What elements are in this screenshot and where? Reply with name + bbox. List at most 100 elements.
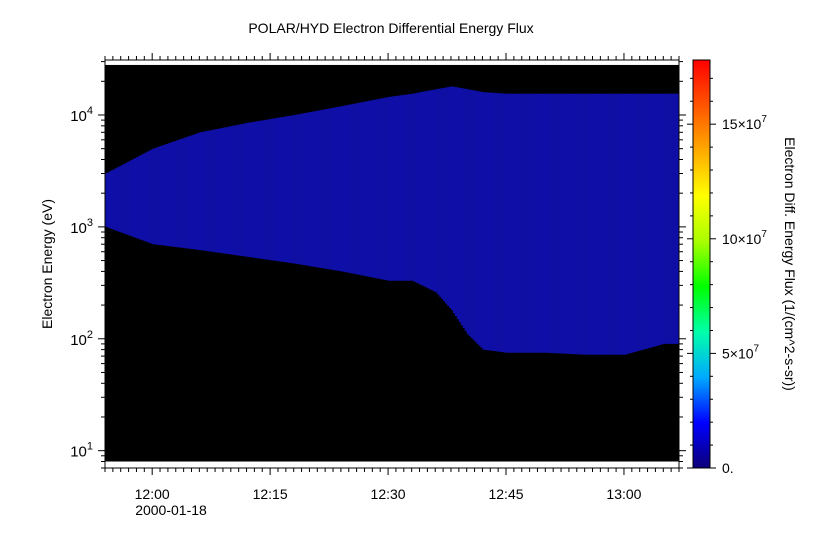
flux-column <box>431 89 434 291</box>
colorbar-tick-label: 5×107 <box>722 343 760 361</box>
flux-column <box>405 94 408 281</box>
flux-column <box>427 90 430 289</box>
flux-column <box>531 93 534 353</box>
flux-column <box>187 136 190 249</box>
flux-column <box>529 93 532 353</box>
flux-column <box>236 124 239 256</box>
flux-column <box>246 122 249 257</box>
flux-column <box>429 90 432 290</box>
flux-column <box>476 91 479 344</box>
flux-column <box>623 93 627 355</box>
flux-column <box>136 156 139 239</box>
flux-column <box>621 93 625 355</box>
date-label: 2000-01-18 <box>135 502 207 518</box>
flux-column <box>413 93 416 282</box>
flux-column <box>124 163 127 235</box>
flux-column <box>224 127 228 254</box>
flux-column <box>191 135 194 250</box>
flux-column <box>466 89 469 335</box>
flux-column <box>474 90 477 342</box>
flux-column <box>189 135 192 249</box>
flux-column <box>126 162 129 235</box>
flux-column <box>582 93 585 355</box>
flux-column <box>523 93 526 353</box>
flux-column <box>435 89 438 293</box>
flux-column <box>533 93 536 353</box>
flux-column <box>665 93 668 344</box>
flux-column <box>327 108 330 270</box>
flux-column <box>179 139 182 248</box>
flux-column <box>105 173 108 227</box>
flux-column <box>108 171 112 229</box>
flux-column <box>140 154 143 240</box>
flux-column <box>199 132 202 251</box>
flux-column <box>277 117 281 262</box>
flux-column <box>596 93 599 355</box>
flux-column <box>262 120 265 260</box>
flux-column <box>120 165 123 233</box>
flux-column <box>301 113 304 265</box>
flux-column <box>500 93 503 352</box>
flux-column <box>331 107 334 270</box>
flux-column <box>325 109 328 269</box>
flux-column <box>559 93 562 354</box>
flux-column <box>480 91 483 348</box>
flux-column <box>329 108 332 270</box>
flux-column <box>509 93 513 353</box>
flux-column <box>354 103 357 275</box>
flux-column <box>321 109 324 269</box>
flux-column <box>478 91 481 346</box>
flux-column <box>441 88 444 300</box>
flux-column <box>116 167 119 232</box>
flux-column <box>629 93 633 354</box>
flux-column <box>256 121 259 259</box>
flux-column <box>450 86 454 311</box>
flux-column <box>203 131 206 251</box>
flux-column <box>110 170 114 230</box>
flux-column <box>594 93 597 355</box>
flux-column <box>393 96 397 281</box>
flux-column <box>240 124 243 256</box>
flux-column <box>364 101 367 277</box>
flux-column <box>368 100 371 277</box>
flux-column <box>260 120 263 259</box>
flux-column <box>305 112 308 266</box>
flux-column <box>433 89 436 292</box>
x-tick-label: 12:30 <box>371 486 406 502</box>
flux-column <box>348 104 351 273</box>
flux-column <box>443 87 446 302</box>
colorbar-tick-label: 15×107 <box>722 114 767 132</box>
colorbar-tick-label: 10×107 <box>722 229 767 247</box>
flux-column <box>390 96 393 281</box>
flux-column <box>667 93 670 344</box>
flux-column <box>409 93 412 281</box>
flux-column <box>356 103 359 275</box>
flux-column <box>417 92 420 284</box>
flux-column <box>333 107 336 271</box>
flux-column <box>588 93 591 355</box>
flux-column <box>175 140 178 248</box>
flux-column <box>287 115 290 263</box>
flux-column <box>395 95 399 281</box>
flux-column <box>618 93 621 355</box>
flux-column <box>279 117 283 262</box>
flux-column <box>163 144 167 246</box>
flux-column <box>627 93 631 354</box>
flux-column <box>169 142 173 247</box>
flux-column <box>370 100 373 278</box>
flux-column <box>673 93 676 344</box>
flux-column <box>134 157 137 238</box>
y-tick-label: 103 <box>70 217 93 237</box>
flux-column <box>645 93 648 349</box>
flux-column <box>232 125 235 255</box>
flux-column <box>142 153 145 241</box>
flux-column <box>167 143 171 247</box>
flux-column <box>193 134 196 250</box>
flux-column <box>492 92 495 351</box>
flux-column <box>511 93 515 353</box>
flux-column <box>547 93 550 353</box>
flux-column <box>563 93 566 354</box>
flux-column <box>423 91 426 287</box>
flux-columns <box>105 86 679 355</box>
flux-column <box>515 93 519 353</box>
